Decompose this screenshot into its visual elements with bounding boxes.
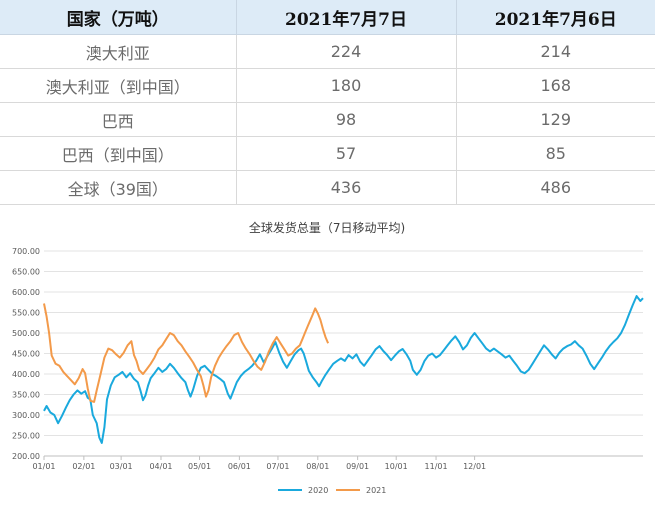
row-value-1: 224 [236,34,457,69]
x-tick-label: 12/01 [463,462,486,471]
legend-label-2021: 2021 [366,486,386,495]
y-tick-label: 300.00 [12,411,40,420]
y-tick-label: 250.00 [12,432,40,441]
shipment-table: 国家（万吨） 2021年7月7日 2021年7月6日 澳大利亚 224 214 … [0,0,655,205]
x-tick-label: 01/01 [32,462,55,471]
legend-label-2020: 2020 [308,486,328,495]
row-label: 巴西（到中国） [0,136,237,171]
x-tick-label: 08/01 [306,462,329,471]
x-tick-label: 05/01 [188,462,211,471]
row-value-1: 57 [236,136,457,171]
row-label: 巴西 [0,102,237,137]
x-tick-label: 06/01 [228,462,251,471]
y-tick-label: 200.00 [12,452,40,461]
row-value-2: 214 [456,34,655,69]
row-label: 澳大利亚 [0,34,237,69]
table-row: 澳大利亚（到中国） 180 168 [0,68,655,103]
y-axis-ticks: 200.00 250.00 300.00 350.00 400.00 450.00 500.… [12,247,40,461]
row-value-2: 85 [456,136,655,171]
chart-title: 全球发货总量（7日移动平均) [249,220,405,235]
table-row: 巴西 98 129 [0,102,655,137]
y-tick-label: 400.00 [12,370,40,379]
series-lines [43,295,644,444]
y-tick-label: 350.00 [12,391,40,400]
x-axis-ticks: 01/01 02/01 03/01 04/01 05/01 06/01 07/01 08/01… [32,456,486,471]
x-tick-label: 03/01 [110,462,133,471]
row-value-1: 180 [236,68,457,103]
y-tick-label: 700.00 [12,247,40,256]
row-value-2: 168 [456,68,655,103]
chart-container: 全球发货总量（7日移动平均) 200.00 250.00 300.00 350.00 4… [0,204,655,513]
shipment-table-container: 国家（万吨） 2021年7月7日 2021年7月6日 澳大利亚 224 214 … [0,0,655,205]
y-tick-label: 600.00 [12,288,40,297]
y-tick-label: 500.00 [12,329,40,338]
row-label: 澳大利亚（到中国） [0,68,237,103]
table-row: 巴西（到中国） 57 85 [0,136,655,171]
x-tick-label: 09/01 [346,462,369,471]
row-value-1: 98 [236,102,457,137]
header-date-2: 2021年7月6日 [456,0,655,35]
y-tick-label: 450.00 [12,350,40,359]
x-tick-label: 07/01 [266,462,289,471]
header-date-1: 2021年7月7日 [236,0,457,35]
series-line-2021 [43,303,330,403]
row-value-2: 129 [456,102,655,137]
row-value-2: 486 [456,170,655,205]
x-tick-label: 10/01 [385,462,408,471]
legend: 2020 2021 [278,486,386,495]
table-row: 全球（39国） 436 486 [0,170,655,205]
grid-lines [44,250,643,457]
shipment-line-chart: 全球发货总量（7日移动平均) 200.00 250.00 300.00 350.00 4… [12,220,644,495]
row-label: 全球（39国） [0,170,237,205]
x-tick-label: 02/01 [72,462,95,471]
y-tick-label: 550.00 [12,309,40,318]
header-country: 国家（万吨） [0,0,237,35]
table-header-row: 国家（万吨） 2021年7月7日 2021年7月6日 [0,0,655,35]
x-tick-label: 04/01 [149,462,172,471]
y-tick-label: 650.00 [12,268,40,277]
series-line-2020 [43,295,644,444]
row-value-1: 436 [236,170,457,205]
table-row: 澳大利亚 224 214 [0,34,655,69]
x-tick-label: 11/01 [425,462,448,471]
